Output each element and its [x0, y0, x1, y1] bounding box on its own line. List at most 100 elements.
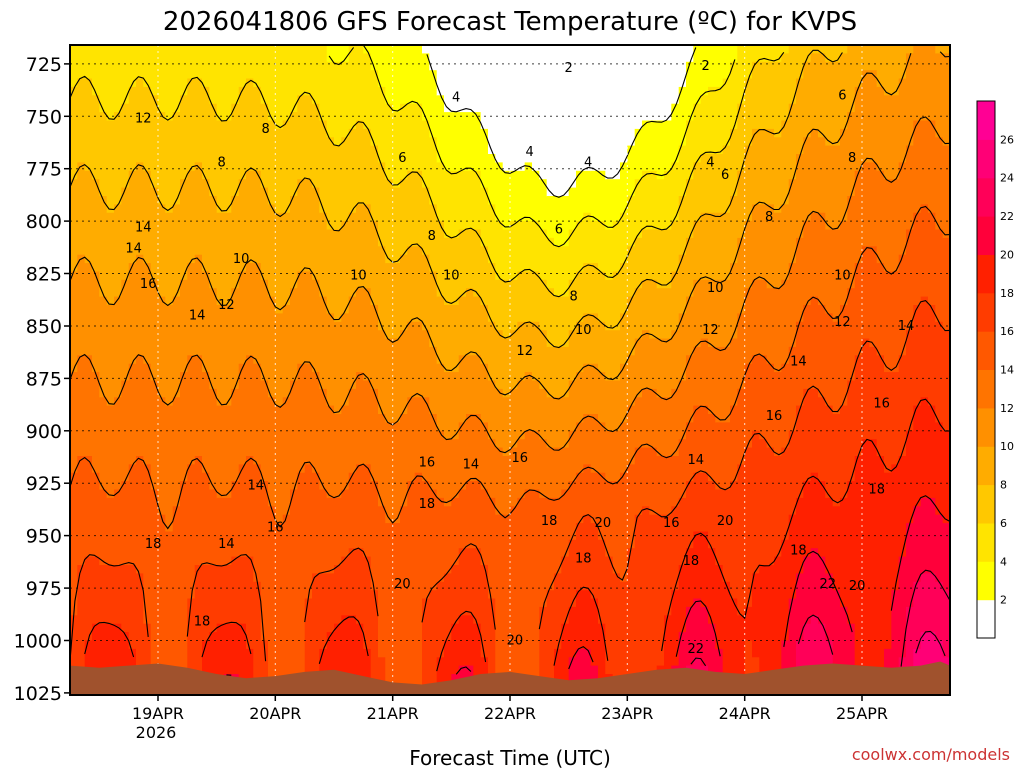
field-cell: [605, 279, 614, 331]
field-cell: [546, 288, 555, 348]
field-cell: [862, 439, 870, 695]
contour-label: 6: [721, 168, 729, 183]
field-cell: [165, 45, 174, 122]
field-cell: [722, 489, 731, 583]
field-cell: [312, 279, 320, 373]
field-cell: [363, 128, 372, 205]
field-cell: [935, 581, 944, 642]
field-cell: [451, 497, 460, 566]
field-cell: [524, 321, 533, 373]
field-cell: [312, 372, 320, 474]
field-cell: [495, 162, 504, 222]
field-cell: [143, 45, 152, 88]
field-cell: [942, 237, 950, 331]
field-cell: [422, 397, 430, 482]
y-tick-label: 825: [26, 264, 62, 286]
y-tick-label: 775: [26, 159, 62, 181]
field-cell: [136, 573, 144, 695]
field-cell: [642, 447, 650, 507]
field-cell: [488, 598, 496, 695]
field-cell: [752, 573, 760, 658]
field-cell: [532, 221, 540, 272]
field-cell: [744, 78, 753, 147]
field-cell: [414, 45, 423, 105]
field-cell: [737, 237, 746, 314]
field-cell: [99, 196, 108, 298]
field-cell: [524, 430, 533, 491]
colorbar-tick-label: 16: [1000, 325, 1014, 338]
field-cell: [898, 45, 907, 80]
field-cell: [224, 120, 232, 214]
field-cell: [158, 204, 166, 298]
field-cell: [422, 254, 430, 331]
colorbar-swatch: [977, 561, 995, 601]
contour-label: 8: [569, 290, 577, 305]
field-cell: [686, 179, 694, 239]
contour-label: 8: [217, 155, 225, 170]
contour-label: 14: [189, 309, 206, 324]
colorbar-frame: [976, 100, 996, 639]
field-cell: [172, 397, 181, 507]
field-cell: [473, 623, 482, 692]
colorbar-swatch: [977, 177, 995, 217]
field-cell: [715, 212, 724, 281]
field-cell: [70, 472, 78, 616]
field-cell: [539, 497, 548, 608]
contour-label: 16: [873, 397, 890, 412]
field-cell: [612, 45, 621, 180]
field-cell: [128, 263, 137, 365]
field-cell: [876, 263, 885, 356]
field-cell: [847, 45, 856, 113]
colorbar-tick-label: 24: [1000, 172, 1014, 185]
field-cell: [634, 45, 643, 130]
field-cell: [370, 590, 379, 695]
field-cell: [400, 45, 408, 105]
field-cell: [224, 305, 232, 407]
field-cell: [942, 53, 950, 147]
field-cell: [854, 86, 863, 172]
contour-label: 12: [135, 111, 152, 126]
field-cell: [686, 61, 694, 122]
field-cell: [561, 346, 570, 398]
contour-label: 14: [125, 241, 142, 256]
field-cell: [370, 388, 379, 482]
field-cell: [906, 53, 914, 147]
field-cell: [92, 95, 100, 180]
field-cell: [400, 254, 408, 331]
field-cell: [737, 45, 746, 105]
field-cell: [77, 456, 86, 566]
field-cell: [414, 397, 423, 474]
field-cell: [590, 472, 599, 524]
field-cell: [803, 481, 812, 558]
field-cell: [378, 246, 386, 331]
chart-title: 2026041806 GFS Forecast Temperature (ºC)…: [163, 7, 857, 37]
field-cell: [114, 296, 122, 398]
field-cell: [224, 405, 232, 499]
field-cell: [282, 45, 291, 122]
field-cell: [77, 565, 86, 683]
contour-label: 20: [717, 514, 734, 529]
field-cell: [554, 246, 562, 298]
field-cell: [744, 145, 753, 222]
isotherm-line: [70, 116, 950, 454]
field-cell: [898, 556, 907, 658]
field-cell: [194, 162, 203, 256]
field-cell: [84, 263, 93, 356]
field-cell: [744, 447, 753, 608]
field-cell: [935, 514, 944, 583]
contour-label: 6: [398, 151, 406, 166]
field-cell: [554, 447, 562, 499]
field-cell: [832, 506, 841, 591]
field-cell: [664, 45, 672, 122]
field-cell: [150, 95, 159, 189]
field-cell: [634, 397, 643, 449]
field-cell: [876, 170, 885, 264]
field-cell: [928, 497, 936, 574]
field-cell: [70, 179, 78, 273]
credit-link[interactable]: coolwx.com/models: [852, 745, 1010, 764]
field-cell: [942, 430, 950, 524]
field-cell: [708, 346, 716, 415]
field-cell: [165, 120, 174, 214]
field-cell: [92, 623, 100, 683]
